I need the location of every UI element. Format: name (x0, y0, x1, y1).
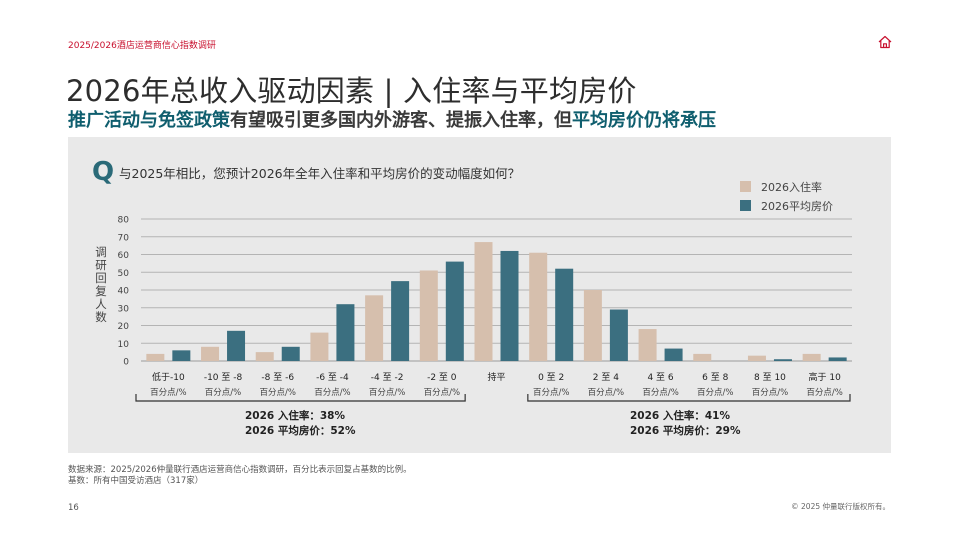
y-tick-label: 70 (118, 233, 130, 243)
y-tick-label: 30 (118, 304, 130, 314)
summary-decrease: 2026 入住率：38% 2026 平均房价：52% (245, 409, 356, 439)
legend-item-occupancy: 2026入住率 (740, 177, 833, 196)
footnote: 数据来源：2025/2026仲量联行酒店运营商信心指数调研，百分比表示回复占基数… (68, 465, 412, 487)
x-tick-label: 2 至 4 (593, 372, 619, 383)
legend-swatch-occupancy (740, 181, 751, 192)
page-number: 16 (68, 503, 79, 513)
legend-item-adr: 2026平均房价 (740, 196, 833, 215)
y-tick-label: 20 (118, 322, 130, 332)
summary-increase-adr: 2026 平均房价：29% (630, 425, 741, 437)
x-tick-label: 6 至 8 (702, 372, 728, 383)
bar-occupancy (638, 329, 657, 361)
bar-occupancy (747, 355, 766, 361)
x-tick-sublabel: 百分点/% (806, 388, 842, 398)
x-tick-label: -10 至 -8 (204, 372, 243, 383)
bar-adr (828, 357, 847, 361)
bracket-decrease (135, 394, 466, 402)
summary-decrease-occupancy: 2026 入住率：38% (245, 410, 346, 422)
x-tick-label: -6 至 -4 (316, 372, 349, 383)
y-tick-label: 80 (118, 216, 130, 226)
y-tick-label: 60 (118, 251, 130, 261)
bar-occupancy (310, 332, 329, 361)
x-tick-label: 低于-10 (152, 371, 185, 383)
legend-swatch-adr (740, 200, 751, 211)
bar-occupancy (583, 290, 602, 361)
bar-adr (773, 359, 792, 361)
x-tick-sublabel: 百分点/% (424, 388, 460, 398)
legend-label-occupancy: 2026入住率 (761, 180, 822, 194)
bar-occupancy (529, 252, 548, 361)
bar-adr (500, 250, 519, 361)
legend-label-adr: 2026平均房价 (761, 199, 833, 213)
report-name: 2025/2026酒店运营商信心指数调研 (68, 41, 216, 51)
chart-legend: 2026入住率 2026平均房价 (740, 177, 833, 215)
y-axis-title: 调研回复人数 (95, 245, 107, 324)
summary-increase: 2026 入住率：41% 2026 平均房价：29% (630, 409, 741, 439)
subtitle-highlight-2: 平均房价仍将承压 (572, 110, 716, 131)
bar-adr (391, 281, 410, 361)
page-subtitle: 推广活动与免签政策有望吸引更多国内外游客、提振入住率，但平均房价仍将承压 (68, 106, 716, 132)
subtitle-text: 有望吸引更多国内外游客、提振入住率，但 (230, 110, 572, 131)
x-tick-sublabel: 百分点/% (752, 388, 788, 398)
footnote-base: 基数：所有中国受访酒店（317家） (68, 476, 204, 486)
bar-occupancy (802, 353, 821, 361)
bar-adr (609, 309, 628, 361)
bar-adr (172, 350, 191, 361)
home-icon[interactable] (877, 34, 893, 50)
x-tick-label: 持平 (487, 371, 505, 383)
x-tick-sublabel: 百分点/% (642, 388, 678, 398)
x-tick-sublabel: 百分点/% (588, 388, 624, 398)
bar-adr (445, 261, 464, 361)
y-tick-label: 0 (123, 358, 129, 368)
x-tick-label: 高于 10 (808, 371, 841, 383)
summary-increase-occupancy: 2026 入住率：41% (630, 410, 731, 422)
bar-occupancy (365, 295, 384, 361)
x-tick-sublabel: 百分点/% (150, 388, 186, 398)
x-tick-label: -8 至 -6 (261, 372, 294, 383)
bar-occupancy (419, 270, 438, 361)
bar-adr (227, 330, 246, 361)
x-tick-label: -2 至 0 (427, 372, 457, 383)
x-tick-sublabel: 百分点/% (369, 388, 405, 398)
x-tick-sublabel: 百分点/% (205, 388, 241, 398)
x-tick-sublabel: 百分点/% (697, 388, 733, 398)
x-tick-sublabel: 百分点/% (533, 388, 569, 398)
bar-occupancy (474, 242, 493, 361)
y-tick-label: 50 (118, 269, 130, 279)
bar-adr (281, 346, 300, 361)
bar-occupancy (693, 353, 712, 361)
y-tick-label: 10 (118, 340, 130, 350)
x-tick-sublabel: 百分点/% (260, 388, 296, 398)
x-tick-label: 8 至 10 (754, 372, 786, 383)
bar-adr (336, 304, 355, 361)
question-marker: Q (92, 157, 115, 187)
x-tick-label: 4 至 6 (647, 372, 673, 383)
bar-occupancy (146, 353, 165, 361)
footnote-source: 数据来源：2025/2026仲量联行酒店运营商信心指数调研，百分比表示回复占基数… (68, 465, 412, 475)
y-tick-label: 40 (118, 287, 130, 297)
bar-adr (555, 268, 574, 361)
bar-occupancy (255, 352, 274, 361)
x-tick-label: 0 至 2 (538, 372, 564, 383)
subtitle-highlight-1: 推广活动与免签政策 (68, 110, 230, 131)
page-title: 2026年总收入驱动因素 | 入住率与平均房价 (66, 74, 637, 108)
bar-adr (664, 348, 683, 361)
bracket-increase (527, 394, 851, 402)
bar-occupancy (201, 346, 220, 361)
x-tick-sublabel: 百分点/% (314, 388, 350, 398)
summary-decrease-adr: 2026 平均房价：52% (245, 425, 356, 437)
copyright: © 2025 仲量联行版权所有。 (791, 502, 890, 511)
survey-question: 与2025年相比，您预计2026年全年入住率和平均房价的变动幅度如何？ (119, 166, 521, 181)
x-tick-label: -4 至 -2 (371, 372, 404, 383)
